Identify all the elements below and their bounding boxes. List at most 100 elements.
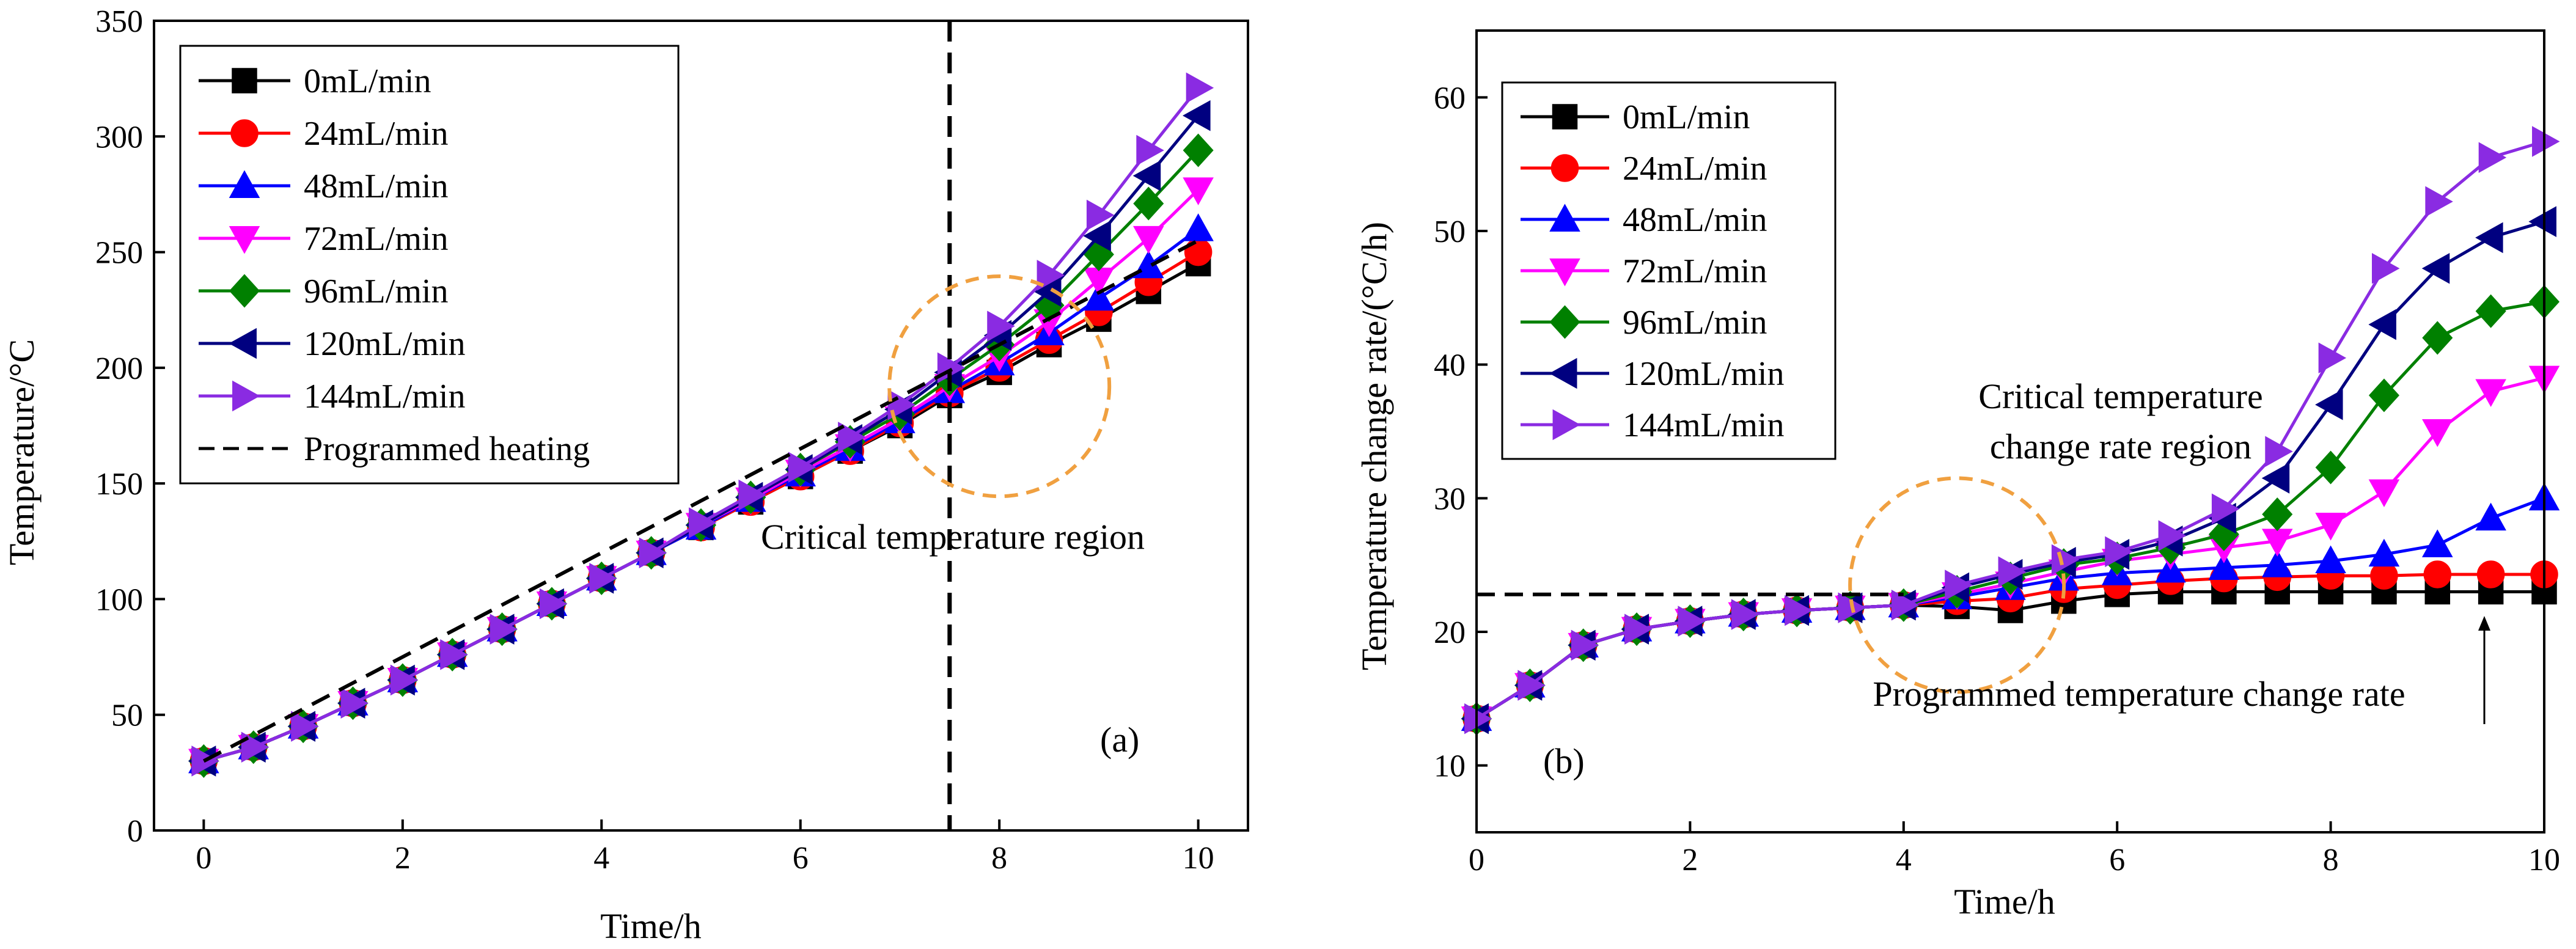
y-tick-label: 150 [95, 467, 143, 502]
data-point-144ml-min [241, 731, 270, 763]
data-point-144ml-min [2478, 142, 2507, 174]
legend-label-72ml-min: 72mL/min [304, 220, 448, 258]
data-point-144ml-min [440, 639, 468, 670]
data-point-144ml-min [1678, 606, 1706, 637]
y-tick-label: 350 [95, 4, 143, 39]
data-point-144ml-min [987, 310, 1015, 342]
x-tick-label: 8 [991, 841, 1007, 876]
data-point-144ml-min [340, 687, 369, 719]
legend-label-24ml-min: 24mL/min [304, 115, 448, 153]
panel-a-x-axis-title: Time/h [600, 906, 701, 946]
data-point-144ml-min [689, 507, 717, 538]
data-point-96ml-min [2475, 294, 2506, 328]
legend-label-24ml-min: 24mL/min [1623, 150, 1767, 188]
data-point-144ml-min [291, 711, 319, 742]
panel-b-axes: 0 2 4 6 8 10 10 20 30 40 50 60 [1434, 29, 2560, 878]
panel-b-x-axis-title: Time/h [1954, 882, 2055, 922]
legend-marker-0ml-min [232, 68, 257, 93]
legend-marker-48ml-min [229, 170, 260, 198]
data-point-144ml-min [1624, 614, 1653, 645]
y-tick-label: 20 [1434, 615, 1466, 650]
y-tick-label: 100 [95, 582, 143, 617]
legend-marker-48ml-min [1549, 203, 1580, 232]
plot-frame [153, 20, 1249, 832]
legend-label-96ml-min: 96mL/min [304, 273, 448, 310]
panel-b-critical-region-label-line1: Critical temperature [1978, 376, 2262, 416]
y-tick-label: 50 [111, 698, 143, 733]
data-point-120ml-min [2261, 463, 2290, 494]
x-tick-label: 10 [1183, 841, 1214, 876]
data-point-144ml-min [2211, 493, 2240, 525]
panel-a-label: (a) [1100, 720, 1139, 760]
data-point-144ml-min [2318, 342, 2347, 374]
panel-b-chart: 0 2 4 6 8 10 10 20 30 40 50 60 Critical temperature… [1354, 29, 2560, 922]
legend-box [179, 45, 680, 485]
legend-marker-96ml-min [229, 274, 260, 308]
data-point-144ml-min [539, 588, 568, 620]
panel-b-arrow-head [2478, 616, 2490, 631]
legend-label-144ml-min: 144mL/min [304, 378, 465, 416]
x-tick-label: 2 [1682, 843, 1698, 878]
data-point-144ml-min [1945, 570, 1973, 601]
legend-marker-72ml-min [229, 226, 260, 254]
panel-a-critical-region-label: Critical temperature region [761, 517, 1145, 557]
data-point-144ml-min [2158, 520, 2187, 551]
data-point-144ml-min [1785, 595, 1813, 626]
data-point-120ml-min [1132, 160, 1161, 191]
data-point-48ml-min [1183, 213, 1214, 241]
data-point-144ml-min [788, 452, 816, 483]
legend-label-48ml-min: 48mL/min [304, 167, 448, 205]
legend-marker-0ml-min [1552, 104, 1578, 130]
legend-label-programmed-heating: Programmed heating [304, 430, 590, 468]
data-point-144ml-min [1731, 599, 1760, 630]
legend-label-144ml-min: 144mL/min [1623, 406, 1784, 444]
y-tick-label: 10 [1434, 749, 1466, 784]
data-point-72ml-min [2475, 379, 2506, 407]
legend-marker-120ml-min [1549, 357, 1577, 389]
data-point-72ml-min [2368, 479, 2400, 507]
data-point-144ml-min [1186, 72, 1214, 104]
data-point-144ml-min [2265, 436, 2293, 467]
data-point-144ml-min [490, 614, 518, 645]
y-tick-label: 50 [1434, 214, 1466, 249]
data-point-96ml-min [2315, 450, 2346, 485]
panel-b-series [1461, 126, 2560, 736]
y-tick-label: 250 [95, 236, 143, 271]
data-point-144ml-min [390, 664, 419, 696]
data-point-24ml-min [2476, 560, 2505, 588]
x-tick-label: 4 [1896, 843, 1912, 878]
data-point-120ml-min [2475, 222, 2503, 254]
y-tick-label: 40 [1434, 348, 1466, 383]
data-point-144ml-min [2425, 186, 2453, 218]
plot-frame [1475, 29, 2545, 834]
panel-b-critical-region-label-line2: change rate region [1990, 427, 2251, 466]
data-point-144ml-min [1517, 670, 1546, 701]
data-point-72ml-min [2315, 513, 2346, 541]
y-tick-label: 300 [95, 120, 143, 155]
legend-label-48ml-min: 48mL/min [1623, 201, 1767, 239]
data-point-120ml-min [2368, 309, 2396, 340]
legend-label-0ml-min: 0mL/min [1623, 98, 1750, 136]
panel-a-critical-region-circle [887, 274, 1112, 499]
panel-a-y-axis-title: Temperature/°C [2, 339, 42, 565]
legend-label-120ml-min: 120mL/min [304, 325, 465, 363]
data-point-144ml-min [1086, 199, 1115, 231]
data-point-48ml-min [2261, 549, 2293, 577]
x-tick-label: 4 [593, 841, 609, 876]
y-tick-label: 60 [1434, 81, 1466, 115]
data-point-144ml-min [2532, 126, 2560, 157]
legend-marker-120ml-min [229, 328, 257, 359]
legend-marker-24ml-min [1550, 154, 1579, 182]
data-point-48ml-min [2208, 552, 2240, 580]
data-point-144ml-min [1891, 589, 1920, 621]
data-point-48ml-min [2422, 529, 2453, 557]
y-tick-label: 30 [1434, 482, 1466, 516]
x-tick-label: 6 [793, 841, 809, 876]
x-tick-label: 10 [2528, 843, 2560, 878]
y-tick-label: 0 [127, 814, 143, 849]
y-tick-label: 200 [95, 351, 143, 386]
data-point-144ml-min [2372, 252, 2400, 284]
